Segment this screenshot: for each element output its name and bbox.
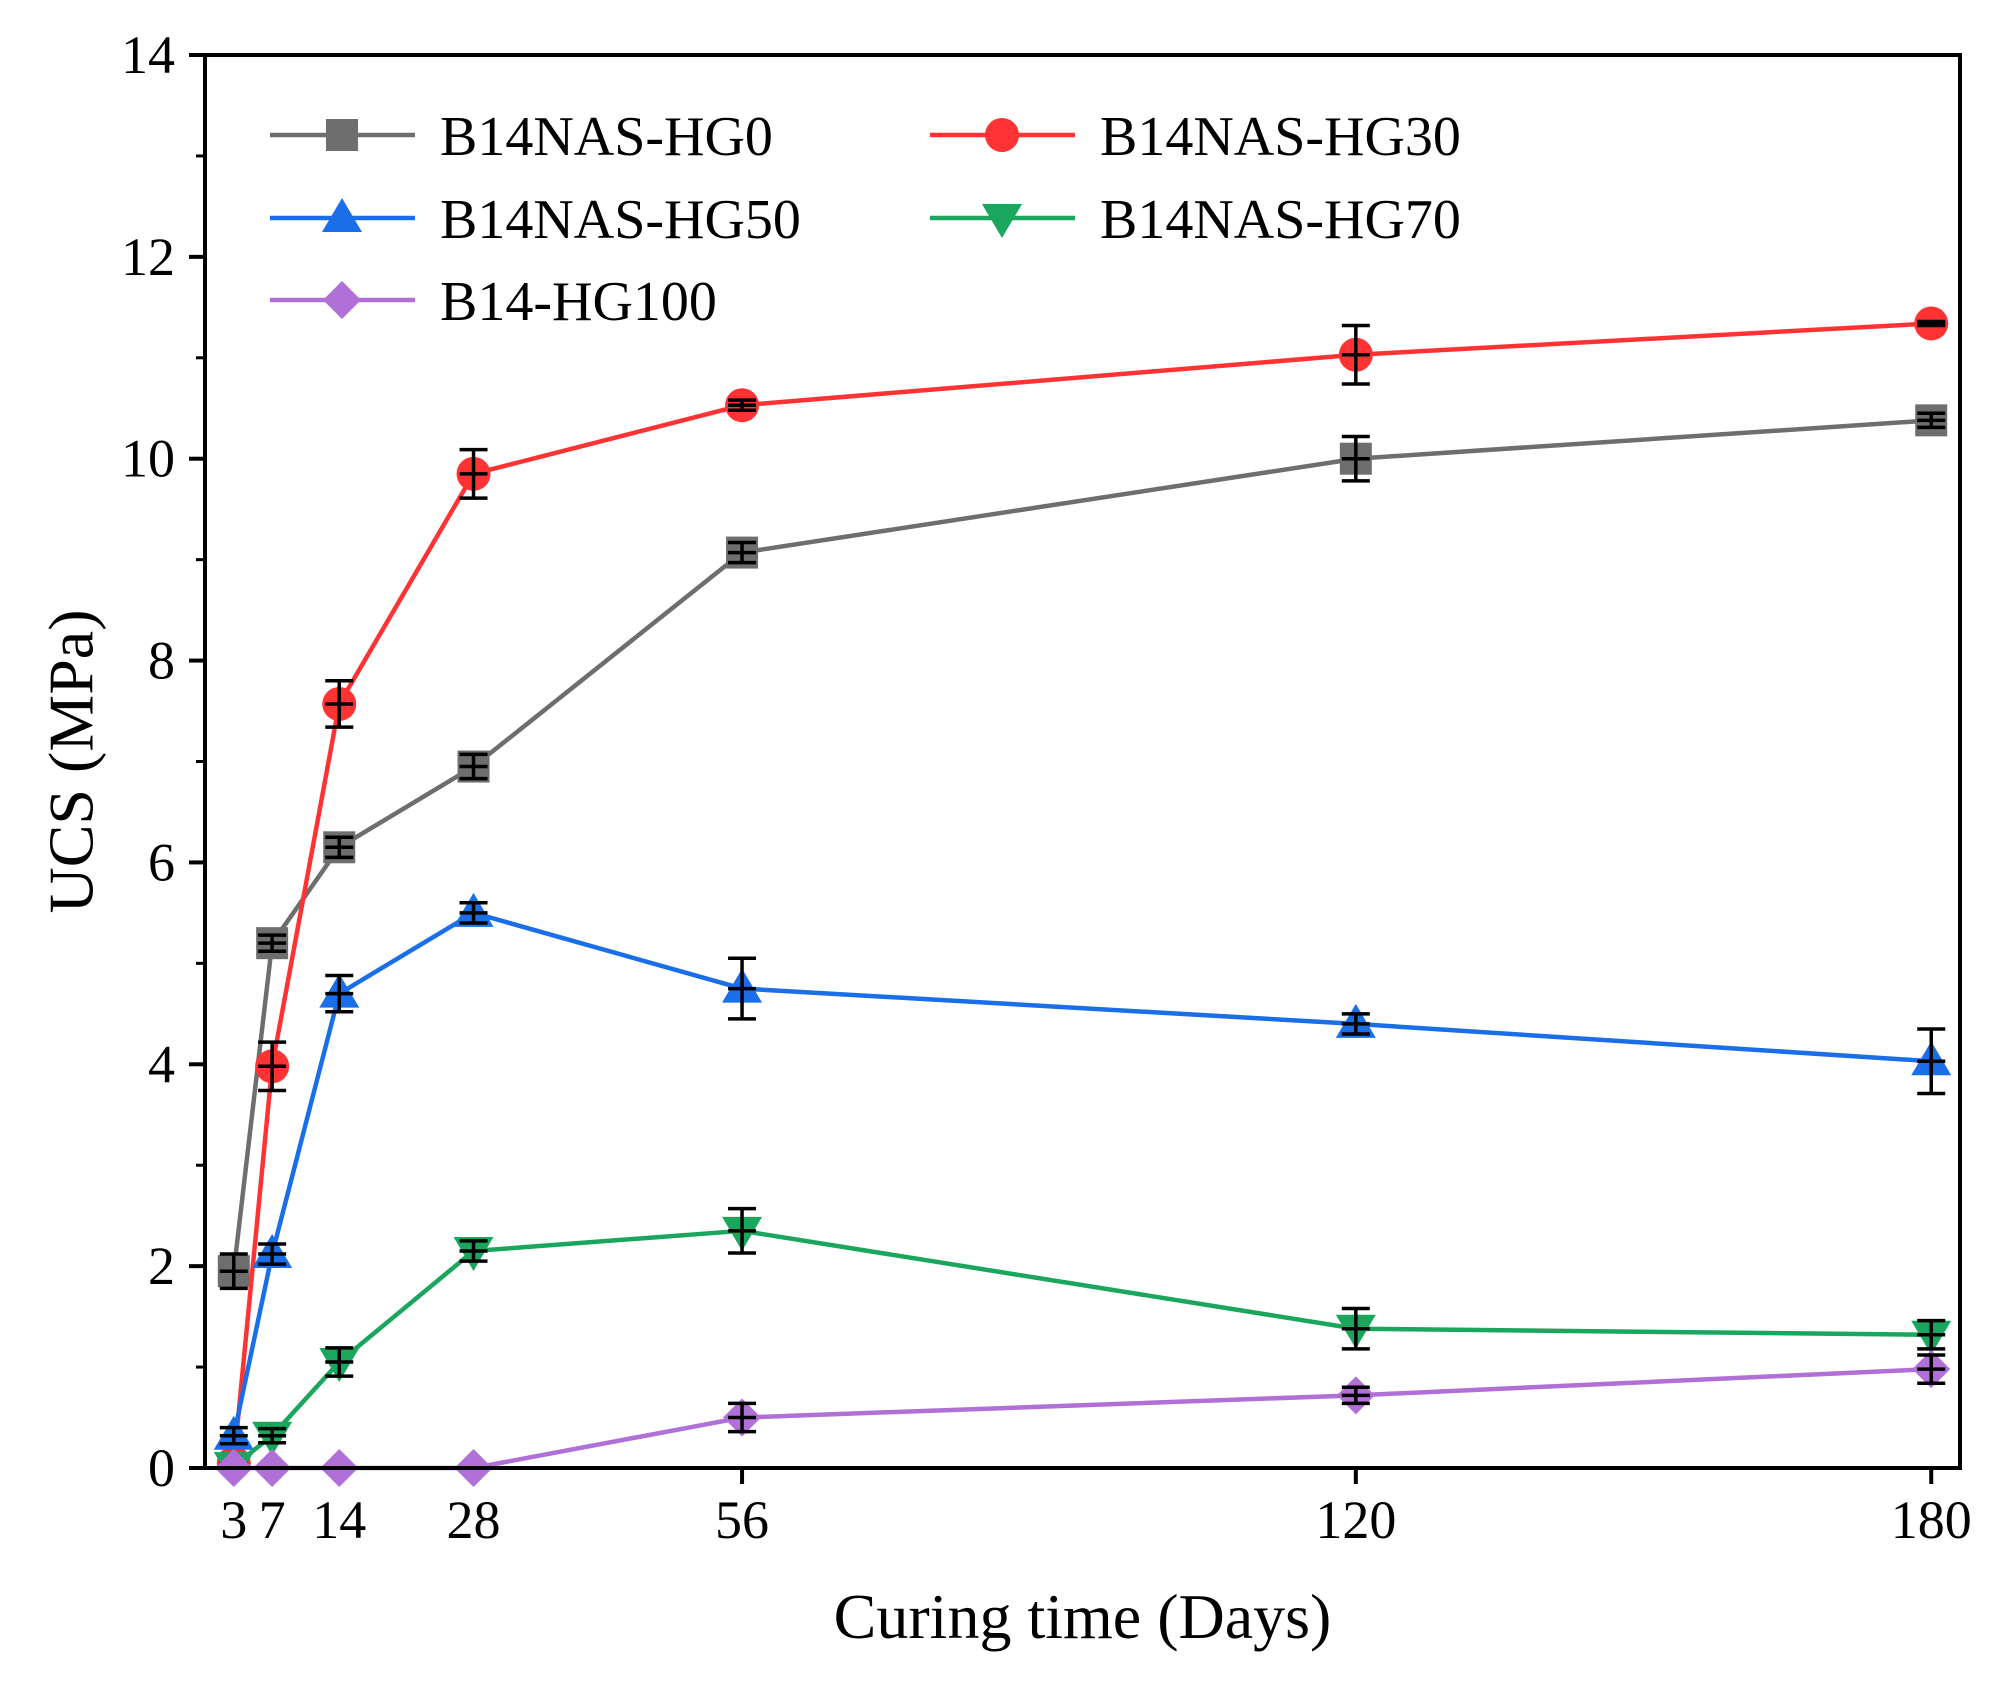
legend-marker <box>326 119 358 151</box>
series-B14NAS-HG30 <box>216 306 1949 1480</box>
legend-item: B14NAS-HG30 <box>930 106 1461 168</box>
series-B14NAS-HG0 <box>217 404 1948 1291</box>
x-tick-label: 28 <box>447 1490 501 1550</box>
error-bar <box>1917 1318 1946 1351</box>
y-tick-label: 10 <box>121 429 175 489</box>
x-tick-label: 14 <box>312 1490 366 1550</box>
error-bar <box>1341 1012 1370 1036</box>
error-bar <box>1917 1353 1946 1385</box>
series-line <box>233 1366 1932 1471</box>
error-bar <box>1917 411 1946 430</box>
series-layer <box>213 306 1952 1487</box>
y-tick-label: 2 <box>148 1236 175 1296</box>
error-bar <box>325 835 354 860</box>
error-bar <box>258 1242 287 1266</box>
series-line <box>231 910 1932 1437</box>
error-bar <box>325 679 354 729</box>
y-axis-title: UCS (MPa) <box>36 609 107 913</box>
error-bar <box>728 956 757 1021</box>
error-bar <box>258 1426 287 1445</box>
legend-item: B14NAS-HG50 <box>270 189 801 251</box>
plot-frame <box>203 53 1962 1470</box>
error-bar <box>728 1206 757 1255</box>
series-B14NAS-HG50 <box>213 892 1952 1450</box>
y-tick-label: 8 <box>148 631 175 691</box>
series-B14NAS-HG70 <box>213 1206 1952 1486</box>
error-bar <box>1917 319 1946 328</box>
error-bar <box>728 398 757 413</box>
legend-label: B14NAS-HG30 <box>1100 106 1461 168</box>
y-tick-label: 12 <box>121 227 175 287</box>
error-bar <box>325 973 354 1014</box>
legend-label: B14NAS-HG70 <box>1100 189 1461 251</box>
error-bar <box>325 1346 354 1378</box>
error-bar <box>258 1040 287 1093</box>
legend-marker <box>322 198 362 232</box>
error-bar <box>728 540 757 565</box>
error-bar <box>459 447 488 500</box>
legend-label: B14-HG100 <box>440 271 717 333</box>
x-tick-label: 7 <box>259 1490 286 1550</box>
legend-item: B14-HG100 <box>270 271 717 333</box>
error-bar <box>728 1401 757 1434</box>
error-bar <box>219 1252 248 1291</box>
series-line <box>231 418 1932 1272</box>
y-tick-label: 4 <box>148 1034 175 1094</box>
series-line <box>232 1228 1932 1468</box>
y-tick-label: 14 <box>121 25 175 85</box>
error-bar <box>219 1425 248 1446</box>
legend-item: B14NAS-HG0 <box>270 106 773 168</box>
y-tick-label: 0 <box>148 1438 175 1498</box>
legend-marker <box>323 281 361 319</box>
tick-labels: 0 2 4 6 8 10 12 14 3 7 14 28 56 120 180 <box>121 25 1972 1550</box>
y-tick-label: 6 <box>148 832 175 892</box>
legend-label: B14NAS-HG50 <box>440 189 801 251</box>
legend: B14NAS-HG0 B14NAS-HG30 B14NAS-HG50 B14NAS-H… <box>270 106 1461 333</box>
x-tick-label: 3 <box>220 1490 247 1550</box>
x-tick-label: 120 <box>1315 1490 1396 1550</box>
error-bar <box>258 933 287 953</box>
legend-marker <box>982 204 1022 238</box>
error-bar <box>1341 434 1370 483</box>
x-axis-title: Curing time (Days) <box>834 1581 1332 1652</box>
legend-item: B14NAS-HG70 <box>930 189 1461 251</box>
x-tick-label: 180 <box>1891 1490 1972 1550</box>
series-line <box>231 321 1932 1464</box>
legend-label: B14NAS-HG0 <box>440 106 773 168</box>
x-tick-label: 56 <box>715 1490 769 1550</box>
legend-marker <box>985 118 1019 152</box>
error-bar <box>1341 1306 1370 1351</box>
error-bar <box>1341 323 1370 386</box>
error-bar <box>459 752 488 781</box>
error-bar <box>1341 1385 1370 1406</box>
error-bar <box>459 1239 488 1263</box>
error-bar <box>1917 1027 1946 1096</box>
error-bar <box>459 901 488 925</box>
